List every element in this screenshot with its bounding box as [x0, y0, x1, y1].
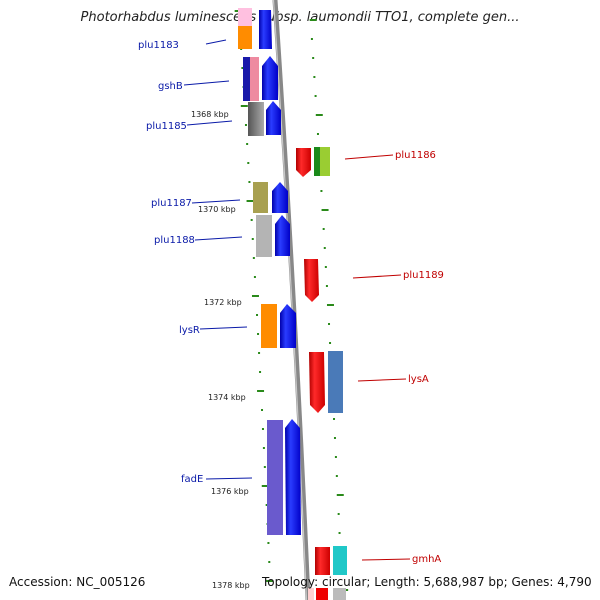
accession-text: Accession: NC_005126	[9, 575, 146, 589]
gene-label-plu1189: plu1189	[403, 270, 444, 281]
tick-mark-right	[334, 456, 337, 458]
tick-mark-left	[263, 466, 266, 468]
gene-label-plu1188: plu1188	[154, 235, 195, 246]
tick-mark-right	[337, 513, 340, 515]
scale-label-1370: 1370 kbp	[198, 205, 236, 214]
tick-mark-left	[259, 371, 262, 373]
tick-mark-right	[310, 38, 313, 40]
scale-label-1372: 1372 kbp	[204, 298, 242, 307]
tick-mark-left	[252, 257, 255, 259]
tick-mark-right	[314, 95, 317, 97]
tick-mark-left	[250, 219, 253, 221]
tick-mark-right	[336, 494, 344, 496]
tick-mark-left	[246, 200, 254, 202]
tick-mark-left	[257, 390, 265, 392]
tick-mark-left	[258, 352, 261, 354]
gene-label-gmhA: gmhA	[412, 554, 441, 565]
tick-mark-left	[246, 143, 249, 145]
gene-label-plu1187: plu1187	[151, 198, 192, 209]
tick-mark-left	[268, 561, 271, 563]
scale-label-1374: 1374 kbp	[208, 393, 246, 402]
topology-text: Topology: circular; Length: 5,688,987 bp…	[262, 575, 592, 589]
scale-ticks-left	[234, 10, 274, 582]
scale-label-1376: 1376 kbp	[211, 487, 249, 496]
gene-label-gshB: gshB	[158, 81, 183, 92]
tick-mark-left	[267, 542, 270, 544]
gene-label-plu1186: plu1186	[395, 150, 436, 161]
gene-label-lysA: lysA	[408, 374, 429, 385]
gene-label-lysR: lysR	[179, 325, 200, 336]
tick-mark-right	[323, 247, 326, 249]
tick-mark-right	[315, 114, 323, 116]
tick-mark-right	[322, 228, 325, 230]
right-leader-lines	[344, 154, 411, 561]
genome-backbone	[272, 0, 311, 600]
tick-mark-right	[328, 323, 331, 325]
tick-mark-left	[253, 276, 256, 278]
tick-mark-right	[324, 266, 327, 268]
tick-mark-left	[256, 314, 259, 316]
gene-label-plu1185: plu1185	[146, 121, 187, 132]
tick-mark-left	[261, 428, 264, 430]
tick-mark-right	[329, 342, 332, 344]
tick-mark-left	[266, 580, 274, 582]
tick-mark-left	[241, 67, 244, 69]
scale-label-1368: 1368 kbp	[191, 110, 229, 119]
tick-mark-left	[251, 238, 254, 240]
tick-mark-left	[244, 124, 247, 126]
tick-mark-right	[309, 19, 317, 21]
tick-mark-right	[320, 190, 323, 192]
tick-mark-left	[257, 333, 260, 335]
tick-mark-right	[312, 57, 315, 59]
tick-mark-right	[333, 437, 336, 439]
tick-mark-left	[251, 295, 259, 297]
tick-mark-right	[335, 475, 338, 477]
map-title: Photorhabdus luminescens subsp. laumondi…	[80, 10, 520, 25]
scale-label-1378: 1378 kbp	[212, 581, 250, 590]
tick-mark-left	[248, 181, 251, 183]
tick-mark-right	[321, 209, 329, 211]
tick-mark-left	[247, 162, 250, 164]
tick-mark-right	[338, 532, 341, 534]
tick-mark-left	[261, 485, 269, 487]
forward-strand-features	[238, 8, 301, 535]
left-leader-lines	[183, 39, 253, 480]
tick-mark-right	[325, 285, 328, 287]
tick-mark-left	[262, 447, 265, 449]
tick-mark-right	[333, 418, 336, 420]
tick-mark-left	[240, 105, 248, 107]
tick-mark-left	[261, 409, 264, 411]
tick-mark-right	[326, 304, 334, 306]
gene-label-plu1183: plu1183	[138, 40, 179, 51]
tick-mark-right	[313, 76, 316, 78]
scale-ticks-right	[309, 19, 349, 591]
tick-mark-right	[316, 133, 319, 135]
gene-label-fadE: fadE	[181, 474, 203, 485]
tick-mark-left	[265, 504, 268, 506]
reverse-strand-features	[296, 147, 347, 600]
